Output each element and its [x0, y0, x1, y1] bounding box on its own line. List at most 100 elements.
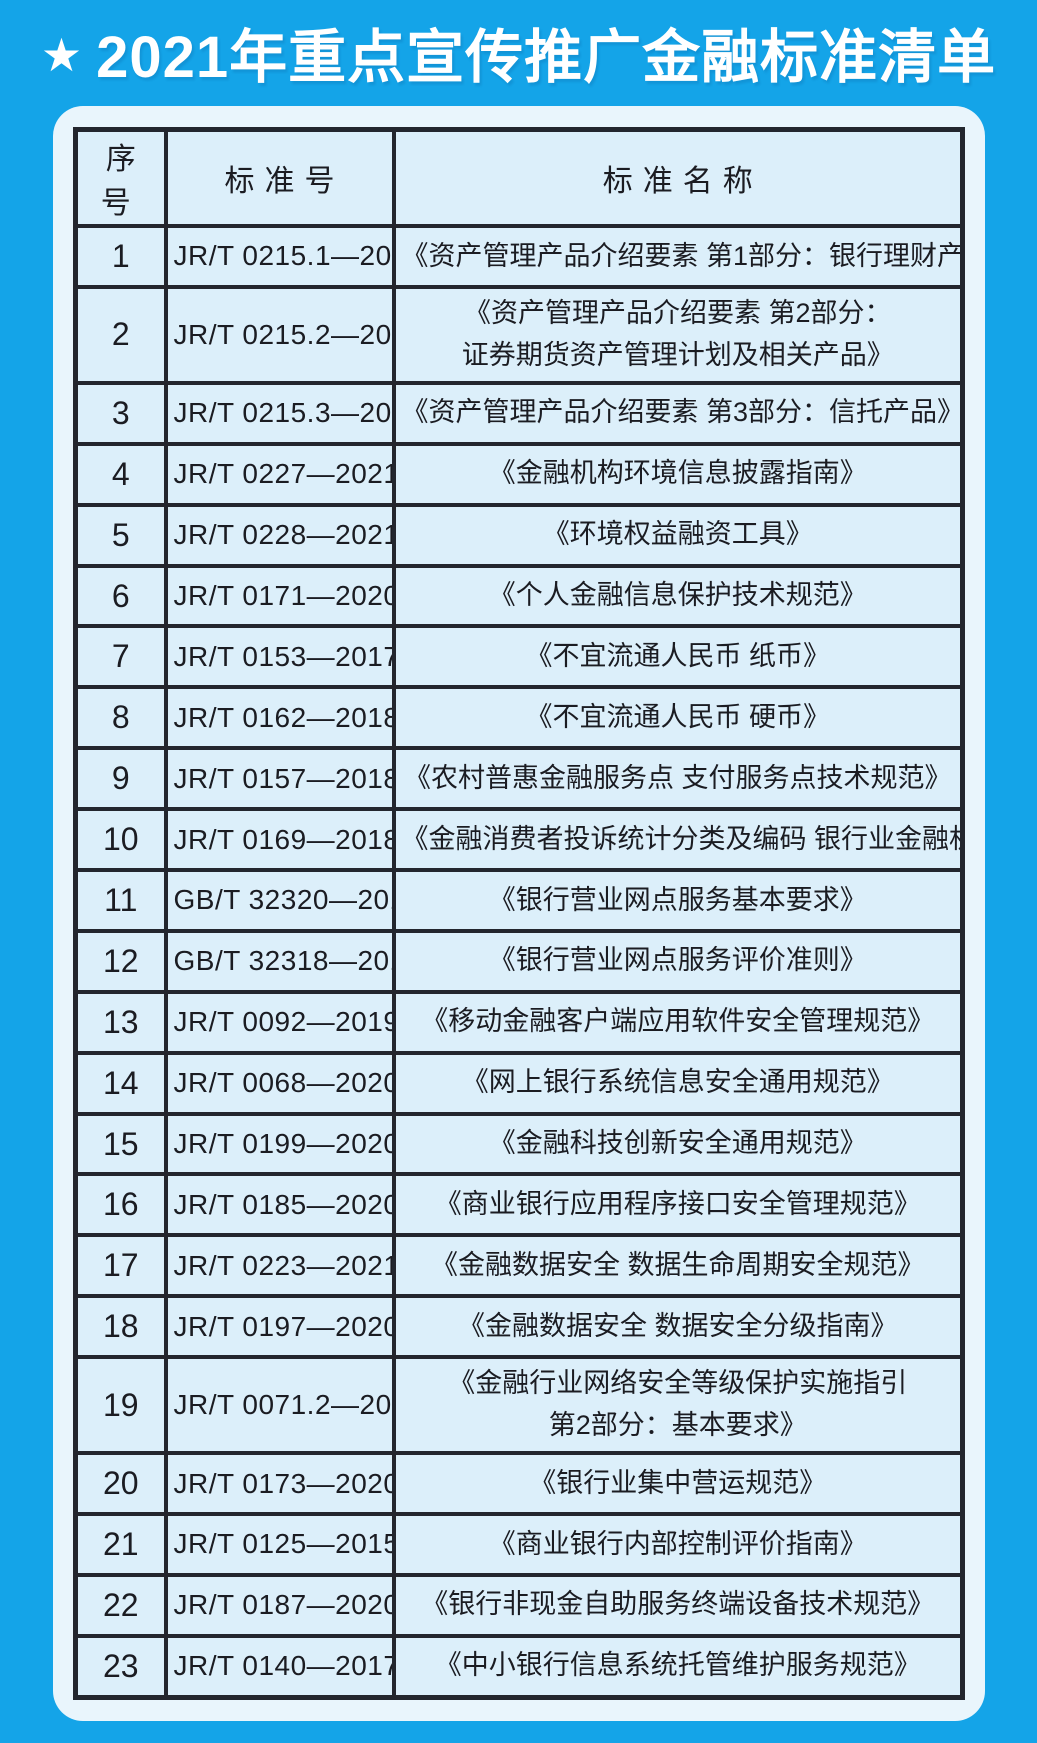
table-row: 19 JR/T 0071.2—2020 《金融行业网络安全等级保护实施指引第2部… — [73, 1355, 965, 1456]
standard-name: 《资产管理产品介绍要素 第1部分：银行理财产品》 — [391, 224, 965, 289]
table-row: 12 GB/T 32318—2015 《银行营业网点服务评价准则》 — [73, 928, 965, 994]
table-row: 21 JR/T 0125—2015 《商业银行内部控制评价指南》 — [73, 1512, 965, 1577]
standard-name: 《个人金融信息保护技术规范》 — [391, 563, 965, 629]
table-row: 10 JR/T 0169—2018 《金融消费者投诉统计分类及编码 银行业金融机… — [73, 807, 965, 873]
standard-code: JR/T 0215.1—2021 — [163, 224, 396, 289]
star-icon: ★ — [40, 29, 83, 81]
standard-name: 《资产管理产品介绍要素 第2部分： 证券期货资产管理计划及相关产品》 — [391, 284, 965, 385]
standard-code: JR/T 0197—2020 — [163, 1294, 396, 1360]
standard-code: JR/T 0185—2020 — [163, 1172, 396, 1238]
standard-name: 《商业银行应用程序接口安全管理规范》 — [391, 1172, 965, 1238]
row-index: 7 — [73, 624, 168, 690]
table-row: 20 JR/T 0173—2020 《银行业集中营运规范》 — [73, 1451, 965, 1517]
row-index: 9 — [73, 746, 168, 812]
row-index: 22 — [73, 1572, 168, 1638]
standard-name: 《银行业集中营运规范》 — [391, 1451, 965, 1517]
table-body: 1 JR/T 0215.1—2021 《资产管理产品介绍要素 第1部分：银行理财… — [73, 224, 965, 1700]
row-index: 20 — [73, 1451, 168, 1517]
header-name: 标准名称 — [391, 127, 965, 228]
row-index: 4 — [73, 441, 168, 507]
table-row: 17 JR/T 0223—2021 《金融数据安全 数据生命周期安全规范》 — [73, 1233, 965, 1299]
table-row: 18 JR/T 0197—2020 《金融数据安全 数据安全分级指南》 — [73, 1294, 965, 1360]
standard-name: 《金融机构环境信息披露指南》 — [391, 441, 965, 507]
standard-code: JR/T 0215.3—2021 — [163, 380, 396, 446]
table-row: 13 JR/T 0092—2019 《移动金融客户端应用软件安全管理规范》 — [73, 989, 965, 1055]
standard-code: JR/T 0199—2020 — [163, 1111, 396, 1177]
table-row: 14 JR/T 0068—2020 《网上银行系统信息安全通用规范》 — [73, 1050, 965, 1116]
row-index: 16 — [73, 1172, 168, 1238]
table-row: 9 JR/T 0157—2018 《农村普惠金融服务点 支付服务点技术规范》 — [73, 746, 965, 812]
standard-code: JR/T 0215.2—2021 — [163, 284, 396, 385]
row-index: 10 — [73, 807, 168, 873]
row-index: 2 — [73, 284, 168, 385]
table-row: 23 JR/T 0140—2017 《中小银行信息系统托管维护服务规范》 — [73, 1633, 965, 1700]
standard-code: JR/T 0162—2018 — [163, 685, 396, 751]
table-row: 6 JR/T 0171—2020 《个人金融信息保护技术规范》 — [73, 563, 965, 629]
standard-code: JR/T 0092—2019 — [163, 989, 396, 1055]
table-row: 5 JR/T 0228—2021 《环境权益融资工具》 — [73, 502, 965, 568]
standard-code: GB/T 32320—2015 — [163, 868, 396, 933]
row-index: 8 — [73, 685, 168, 751]
row-index: 21 — [73, 1512, 168, 1577]
standard-code: JR/T 0157—2018 — [163, 746, 396, 812]
table-row: 4 JR/T 0227—2021 《金融机构环境信息披露指南》 — [73, 441, 965, 507]
standard-name: 《不宜流通人民币 纸币》 — [391, 624, 965, 690]
table-row: 16 JR/T 0185—2020 《商业银行应用程序接口安全管理规范》 — [73, 1172, 965, 1238]
standard-code: JR/T 0187—2020 — [163, 1572, 396, 1638]
standard-code: JR/T 0169—2018 — [163, 807, 396, 873]
standard-code: JR/T 0228—2021 — [163, 502, 396, 568]
table-row: 8 JR/T 0162—2018 《不宜流通人民币 硬币》 — [73, 685, 965, 751]
row-index: 23 — [73, 1633, 168, 1700]
standard-name: 《网上银行系统信息安全通用规范》 — [391, 1050, 965, 1116]
standard-name: 《资产管理产品介绍要素 第3部分：信托产品》 — [391, 380, 965, 446]
standard-name: 《中小银行信息系统托管维护服务规范》 — [391, 1633, 965, 1700]
row-index: 3 — [73, 380, 168, 446]
standard-code: JR/T 0227—2021 — [163, 441, 396, 507]
page-title: 2021年重点宣传推广金融标准清单 — [96, 25, 997, 90]
header-index: 序号 — [73, 127, 168, 228]
table-header-row: 序号 标准号 标准名称 — [73, 127, 965, 228]
standard-name: 《移动金融客户端应用软件安全管理规范》 — [391, 989, 965, 1055]
standard-name: 《金融数据安全 数据生命周期安全规范》 — [391, 1233, 965, 1299]
row-index: 19 — [73, 1355, 168, 1456]
row-index: 14 — [73, 1050, 168, 1116]
standard-code: GB/T 32318—2015 — [163, 928, 396, 994]
table-row: 3 JR/T 0215.3—2021 《资产管理产品介绍要素 第3部分：信托产品… — [73, 380, 965, 446]
standard-code: JR/T 0125—2015 — [163, 1512, 396, 1577]
row-index: 12 — [73, 928, 168, 994]
table-row: 1 JR/T 0215.1—2021 《资产管理产品介绍要素 第1部分：银行理财… — [73, 224, 965, 289]
standard-code: JR/T 0223—2021 — [163, 1233, 396, 1299]
row-index: 6 — [73, 563, 168, 629]
table-row: 2 JR/T 0215.2—2021 《资产管理产品介绍要素 第2部分：证券期货… — [73, 284, 965, 385]
poster-title: ★ 2021年重点宣传推广金融标准清单 — [0, 0, 1037, 104]
table-panel: 序号 标准号 标准名称 1 JR/T 0215.1—2021 《资产管理产品介绍… — [53, 106, 985, 1721]
standard-code: JR/T 0153—2017 — [163, 624, 396, 690]
standard-code: JR/T 0173—2020 — [163, 1451, 396, 1517]
row-index: 18 — [73, 1294, 168, 1360]
standard-name: 《商业银行内部控制评价指南》 — [391, 1512, 965, 1577]
standard-name: 《金融科技创新安全通用规范》 — [391, 1111, 965, 1177]
standard-code: JR/T 0071.2—2020 — [163, 1355, 396, 1456]
standards-table: 序号 标准号 标准名称 1 JR/T 0215.1—2021 《资产管理产品介绍… — [73, 127, 965, 1700]
row-index: 5 — [73, 502, 168, 568]
standard-name: 《金融数据安全 数据安全分级指南》 — [391, 1294, 965, 1360]
standard-code: JR/T 0068—2020 — [163, 1050, 396, 1116]
header-code: 标准号 — [163, 127, 396, 228]
standard-name: 《不宜流通人民币 硬币》 — [391, 685, 965, 751]
standard-name: 《银行营业网点服务评价准则》 — [391, 928, 965, 994]
standard-name: 《环境权益融资工具》 — [391, 502, 965, 568]
row-index: 13 — [73, 989, 168, 1055]
row-index: 17 — [73, 1233, 168, 1299]
standard-name: 《银行非现金自助服务终端设备技术规范》 — [391, 1572, 965, 1638]
table-row: 22 JR/T 0187—2020 《银行非现金自助服务终端设备技术规范》 — [73, 1572, 965, 1638]
row-index: 11 — [73, 868, 168, 933]
standard-code: JR/T 0140—2017 — [163, 1633, 396, 1700]
standard-name: 《农村普惠金融服务点 支付服务点技术规范》 — [391, 746, 965, 812]
standard-name: 《银行营业网点服务基本要求》 — [391, 868, 965, 933]
row-index: 15 — [73, 1111, 168, 1177]
row-index: 1 — [73, 224, 168, 289]
table-row: 11 GB/T 32320—2015 《银行营业网点服务基本要求》 — [73, 868, 965, 933]
standard-code: JR/T 0171—2020 — [163, 563, 396, 629]
table-row: 7 JR/T 0153—2017 《不宜流通人民币 纸币》 — [73, 624, 965, 690]
